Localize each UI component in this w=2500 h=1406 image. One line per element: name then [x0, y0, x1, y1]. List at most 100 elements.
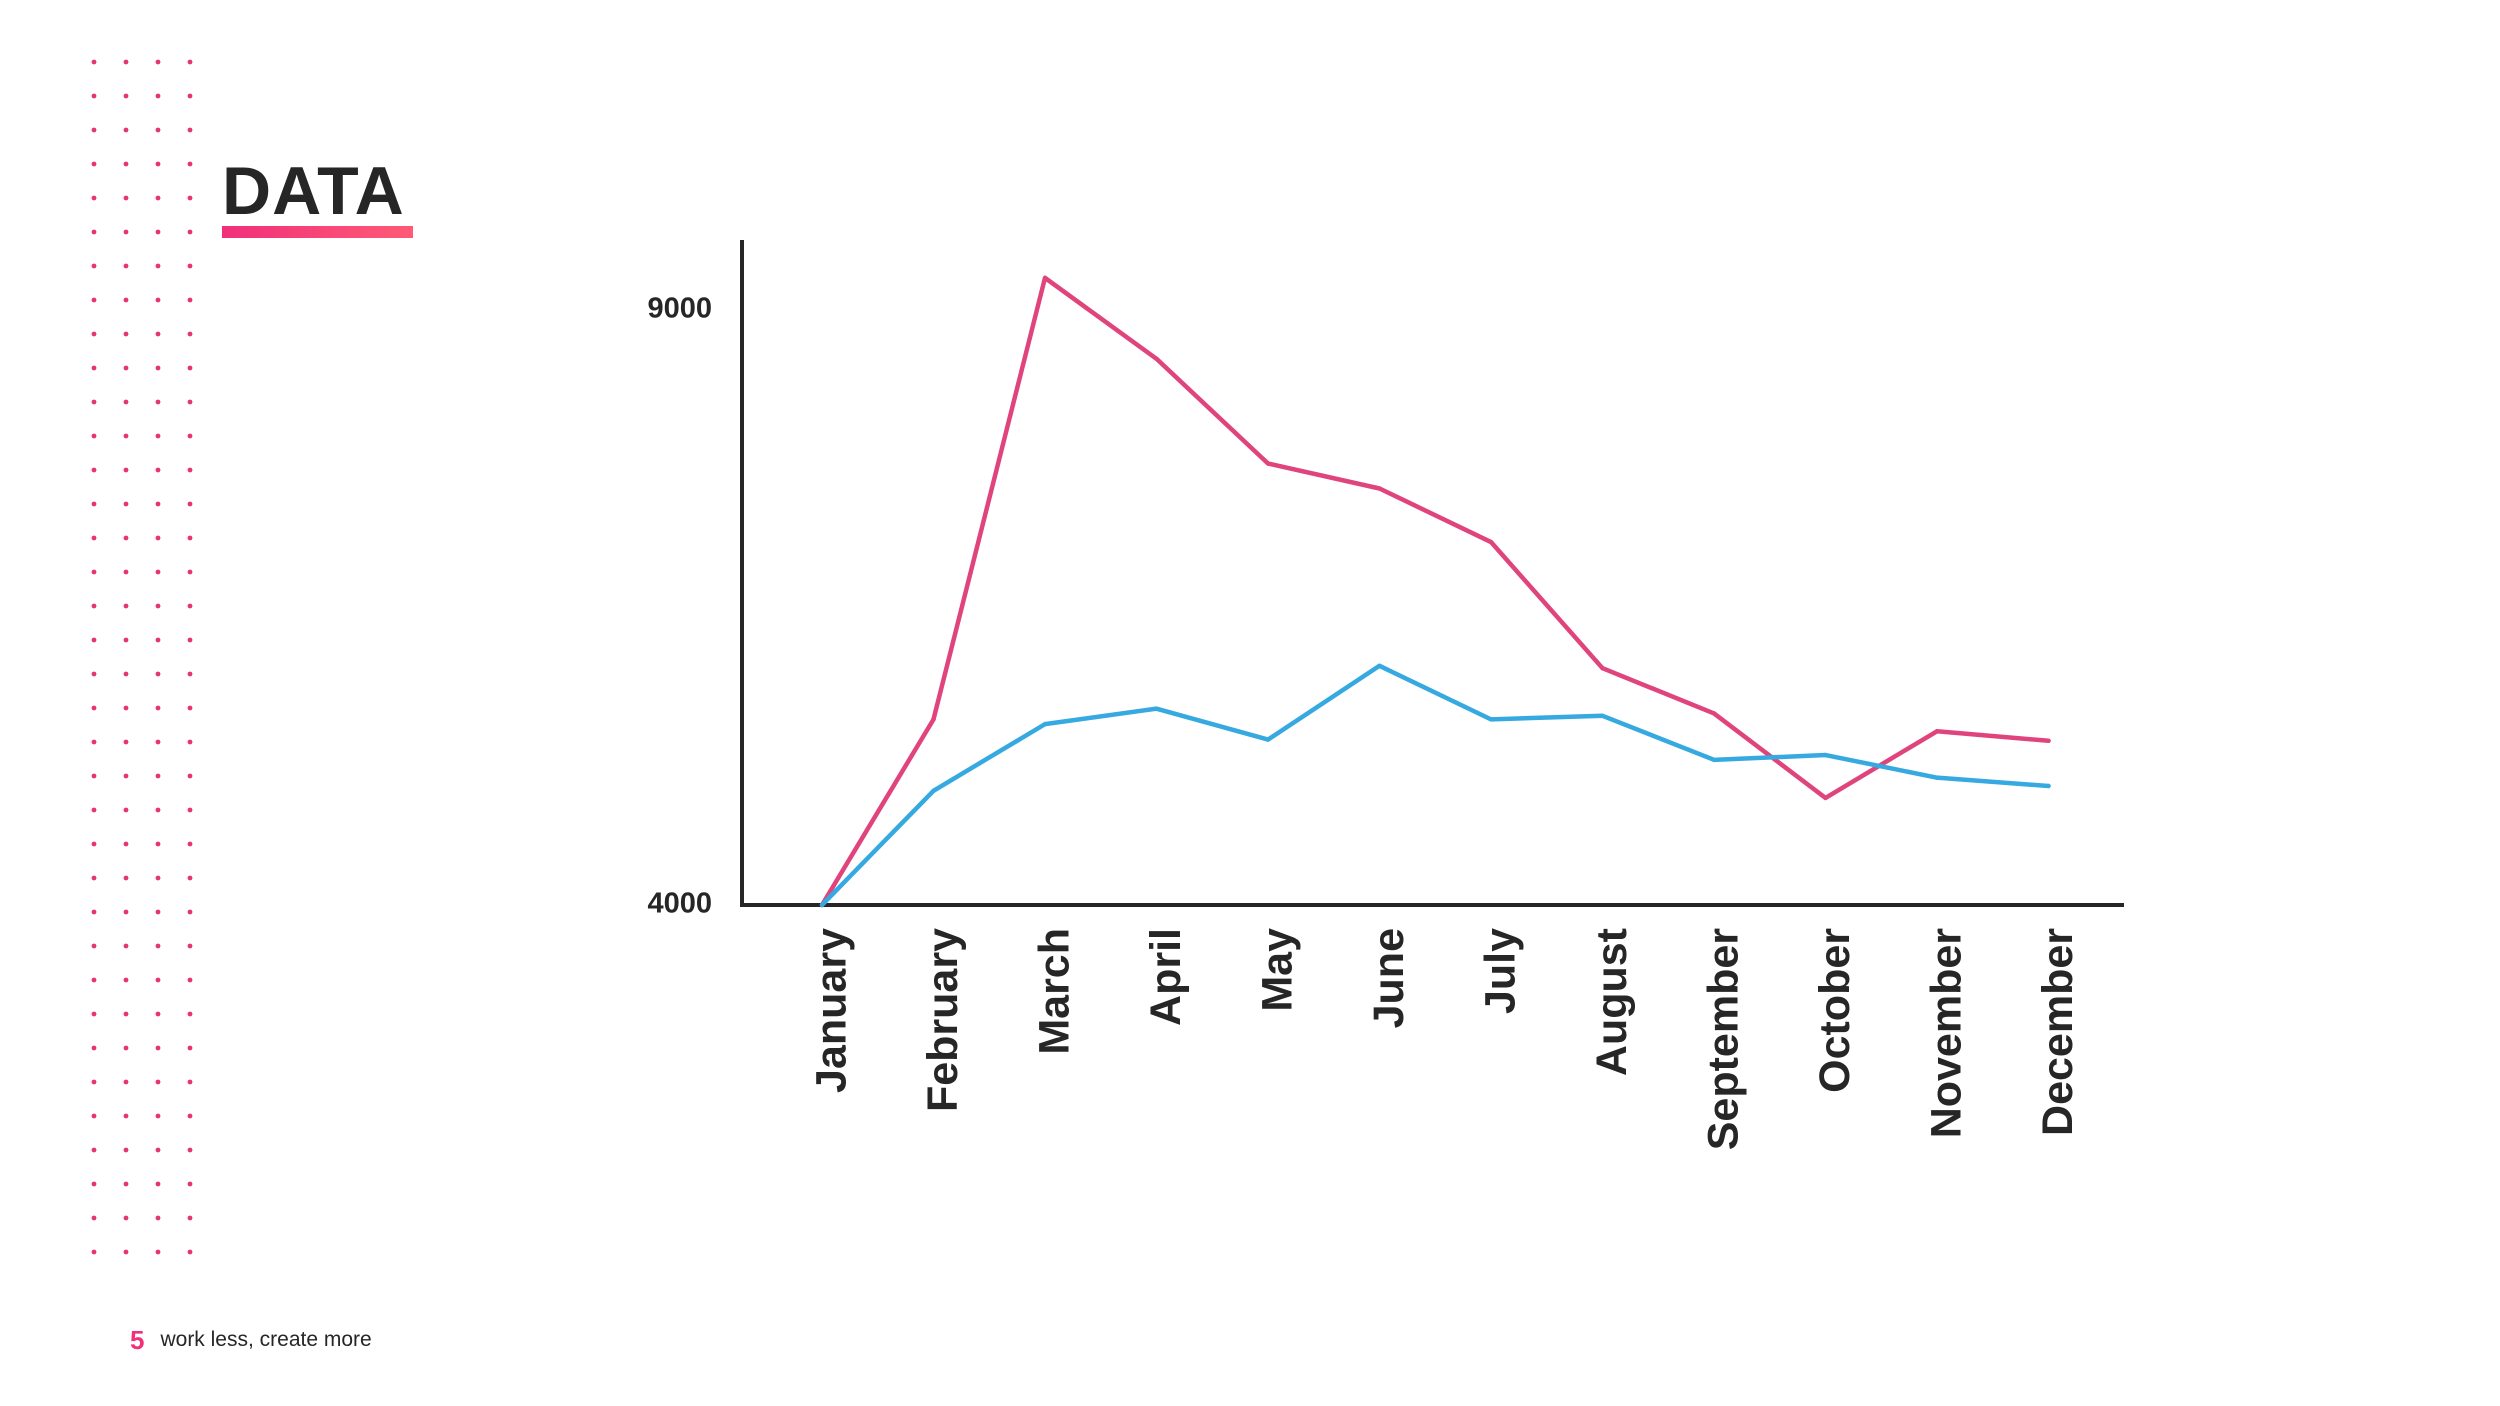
decorative-dot [123, 1181, 129, 1187]
data-point [1042, 275, 1048, 281]
data-points [819, 275, 2051, 908]
decorative-dot [123, 297, 129, 303]
decorative-dot [187, 229, 193, 235]
x-tick-label: February [919, 928, 967, 1112]
slide-title: DATA [222, 153, 405, 229]
decorative-dot [187, 433, 193, 439]
data-point [1265, 737, 1271, 742]
decorative-dot [91, 1249, 97, 1255]
decorative-dot [123, 1011, 129, 1017]
decorative-dot [187, 331, 193, 337]
decorative-dot [123, 1147, 129, 1153]
data-point [1600, 665, 1605, 671]
decorative-dot [91, 161, 97, 167]
decorative-dot [123, 93, 129, 99]
decorative-dot [155, 637, 161, 643]
decorative-dot [123, 1249, 129, 1255]
x-tick-label: September [1699, 928, 1747, 1151]
data-point [1934, 729, 1940, 734]
series-line-1 [819, 275, 2051, 908]
decorative-dot [155, 1181, 161, 1187]
decorative-dot [91, 195, 97, 201]
decorative-dot [123, 739, 129, 745]
decorative-dot [155, 943, 161, 949]
decorative-dot [155, 195, 161, 201]
decorative-dot [155, 331, 161, 337]
data-point [1265, 461, 1271, 466]
decorative-dot [187, 161, 193, 167]
decorative-dot [123, 195, 129, 201]
decorative-dot [187, 93, 193, 99]
decorative-dot [123, 807, 129, 813]
decorative-dot [155, 467, 161, 473]
data-point [1488, 539, 1494, 545]
decorative-dot [155, 501, 161, 507]
decorative-dot [187, 1181, 193, 1187]
decorative-dot [91, 93, 97, 99]
x-tick-label: December [2034, 928, 2082, 1136]
decorative-dot [91, 1181, 97, 1187]
data-point [1377, 663, 1382, 669]
decorative-dot [123, 909, 129, 915]
decorative-dot [187, 1249, 193, 1255]
footer-tagline: work less, create more [160, 1328, 372, 1351]
data-point [1934, 775, 1940, 780]
decorative-dot [187, 739, 193, 745]
decorative-dot [123, 161, 129, 167]
decorative-dot [155, 297, 161, 303]
decorative-dot [91, 1011, 97, 1017]
decorative-dot [187, 297, 193, 303]
series-line-2 [819, 663, 2051, 908]
decorative-dot [187, 943, 193, 949]
decorative-dot [123, 841, 129, 847]
y-tick-labels: 4000 9000 [647, 293, 712, 920]
decorative-dot [187, 603, 193, 609]
decorative-dot [91, 365, 97, 371]
decorative-dot [155, 59, 161, 65]
decorative-dot [187, 127, 193, 133]
decorative-dot [91, 1147, 97, 1153]
decorative-dot [155, 841, 161, 847]
decorative-dot [187, 1113, 193, 1119]
decorative-dot [187, 399, 193, 405]
decorative-dot [155, 1079, 161, 1085]
decorative-dot [91, 229, 97, 235]
series-lines [819, 275, 2051, 908]
decorative-dot [91, 59, 97, 65]
decorative-dot [123, 331, 129, 337]
decorative-dot [155, 671, 161, 677]
decorative-dot [123, 1079, 129, 1085]
decorative-dot [187, 637, 193, 643]
decorative-dot [91, 977, 97, 983]
x-tick-labels: January February March April May June July Augu… [807, 928, 2082, 1151]
decorative-dot [155, 705, 161, 711]
page-number: 5 [130, 1324, 145, 1355]
decorative-dot [91, 1079, 97, 1085]
decorative-dot [187, 977, 193, 983]
data-point [1154, 706, 1159, 711]
decorative-dot [123, 875, 129, 881]
decorative-dot [187, 1045, 193, 1051]
decorative-dot [155, 229, 161, 235]
decorative-dot [155, 127, 161, 133]
decorative-dot [123, 59, 129, 65]
decorative-dot [155, 1011, 161, 1017]
decorative-dot [187, 1147, 193, 1153]
decorative-dot [91, 1215, 97, 1221]
decorative-dot [187, 195, 193, 201]
decorative-dot [91, 671, 97, 677]
data-point [1488, 717, 1494, 722]
decorative-dot [187, 909, 193, 915]
data-point [819, 902, 825, 908]
title-underline [222, 226, 413, 238]
x-tick-label: November [1922, 928, 1970, 1139]
footer: 5 work less, create more [130, 1325, 372, 1355]
data-point [1711, 757, 1717, 763]
data-point [1600, 713, 1605, 718]
decorative-dot [155, 161, 161, 167]
decorative-dot [155, 1113, 161, 1119]
decorative-dot [91, 297, 97, 303]
decorative-dot [187, 59, 193, 65]
decorative-dot [123, 127, 129, 133]
